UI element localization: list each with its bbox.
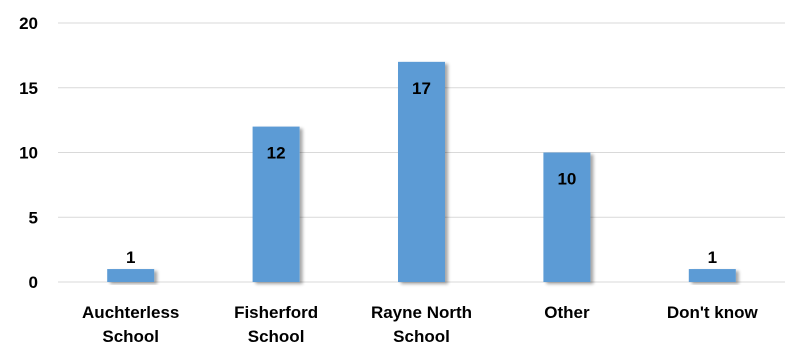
bar	[543, 152, 591, 282]
x-tick-label: Other	[544, 303, 590, 322]
data-label: 17	[412, 79, 431, 98]
data-labels: 1 12 17 10 1	[126, 79, 717, 267]
y-tick-label: 10	[19, 144, 38, 163]
y-tick-label: 20	[19, 14, 38, 33]
y-tick-label: 0	[29, 273, 38, 292]
data-label: 12	[267, 144, 286, 163]
bar	[252, 126, 300, 282]
data-label: 1	[126, 248, 135, 267]
x-tick-label: Rayne North School	[371, 303, 472, 346]
y-tick-label: 15	[19, 79, 38, 98]
y-axis-tick-labels: 0 5 10 15 20	[19, 14, 38, 292]
x-axis-category-labels: Auchterless School Fisherford School Rayne N…	[82, 303, 758, 346]
x-tick-label: Don't know	[667, 303, 759, 322]
bar	[688, 269, 736, 282]
x-tick-label: Auchterless School	[82, 303, 179, 346]
data-label: 10	[557, 170, 576, 189]
data-label: 1	[708, 248, 717, 267]
bar	[398, 61, 445, 282]
y-tick-label: 5	[29, 208, 38, 227]
bars	[107, 61, 736, 282]
x-tick-label: Fisherford School	[234, 303, 318, 346]
bar	[107, 269, 155, 282]
